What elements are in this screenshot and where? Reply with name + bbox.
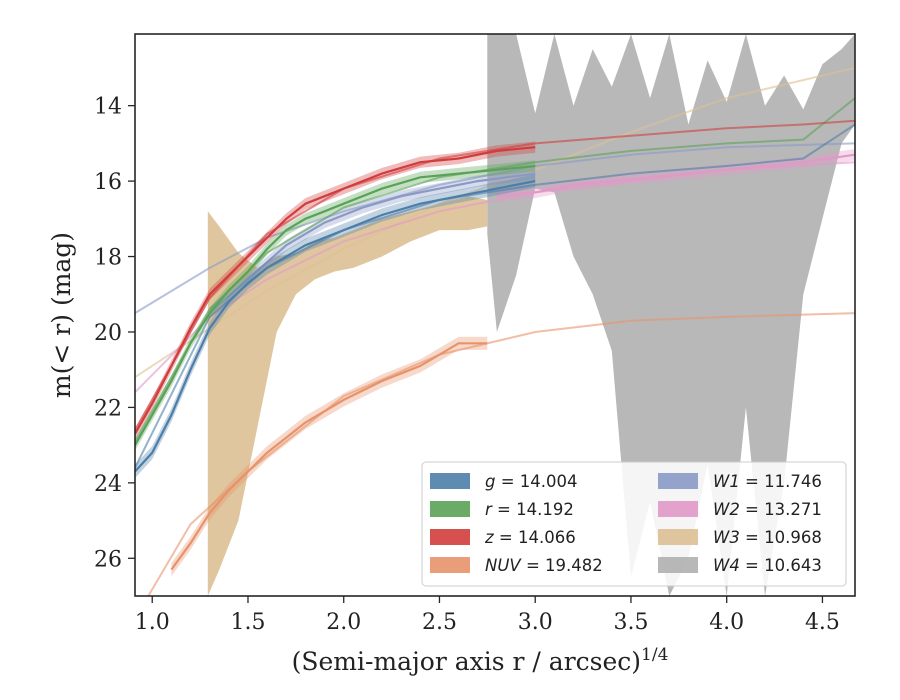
legend-frame (421, 461, 847, 587)
x-axis-label-text: (Semi-major axis r / arcsec) (292, 647, 641, 676)
model-curve-nuv (147, 312, 855, 596)
uncertainty-band-w4 (487, 34, 855, 596)
y-tick-label: 26 (94, 547, 122, 572)
series-nuv (147, 312, 855, 596)
y-tick-label: 16 (94, 170, 122, 195)
y-tick-label: 20 (94, 321, 122, 346)
plot-frame (134, 33, 856, 597)
legend-label-w3: W3 = 10.968 (713, 528, 822, 547)
series-w3 (135, 66, 855, 596)
uncertainty-band-w3 (207, 196, 488, 596)
legend-swatch-r (430, 501, 470, 517)
x-axis-label-exponent: 1/4 (641, 645, 668, 665)
model-curve-r (135, 97, 855, 442)
legend-swatch-w4 (658, 557, 698, 573)
legend-label-z: z = 14.066 (484, 528, 576, 547)
legend-swatch-nuv (430, 557, 470, 573)
series-layer (135, 34, 855, 596)
model-curve-w2 (135, 161, 855, 394)
legend-label-w2: W2 = 13.271 (713, 500, 822, 519)
profile-line-nuv (170, 342, 488, 571)
legend-label-w4: W4 = 10.643 (713, 556, 822, 575)
legend-swatch-z (430, 529, 470, 545)
series-r (135, 97, 855, 451)
x-tick-label: 2.5 (422, 610, 457, 635)
x-axis-label: (Semi-major axis r / arcsec)1/4 (292, 645, 669, 676)
x-tick-label: 3.0 (518, 610, 553, 635)
x-tick-label: 3.5 (613, 610, 648, 635)
x-tick-label: 1.0 (135, 610, 170, 635)
y-tick-label: 22 (94, 396, 122, 421)
legend-swatch-w2 (658, 501, 698, 517)
legend-swatch-g (430, 473, 470, 489)
y-tick-label: 18 (94, 246, 122, 271)
x-tick-label: 2.0 (326, 610, 361, 635)
model-curve-w1 (135, 142, 855, 314)
legend-label-w1: W1 = 11.746 (713, 472, 822, 491)
y-tick-label: 24 (94, 472, 122, 497)
model-curve-w3 (135, 66, 855, 379)
legend: g = 14.004 r = 14.192 z = 14.066 NUV = 19.4… (421, 461, 847, 587)
profile-line-w2 (496, 153, 855, 198)
legend-label-nuv: NUV = 19.482 (485, 556, 603, 575)
legend-swatch-w1 (658, 473, 698, 489)
uncertainty-band-w1 (209, 167, 536, 319)
series-w1 (135, 142, 855, 319)
y-tick-label: 14 (94, 95, 122, 120)
profile-line-w1 (208, 172, 536, 314)
model-curve-g (135, 123, 855, 469)
y-axis-label: m(< r) (mag) (47, 232, 76, 398)
model-curve-z (135, 119, 855, 431)
axes-layer: 1.0 1.5 2.0 2.5 3.0 3.5 4.0 4.5 14 16 18 20 22 24 26 (94, 33, 856, 635)
x-tick-label: 4.5 (805, 610, 840, 635)
x-tick-label: 1.5 (230, 610, 265, 635)
legend-label-g: g = 14.004 (485, 472, 578, 491)
series-g (135, 123, 855, 479)
series-w4 (487, 34, 855, 596)
legend-label-r: r = 14.192 (485, 500, 574, 519)
x-tick-label: 4.0 (709, 610, 744, 635)
series-z (135, 119, 855, 440)
legend-swatch-w3 (658, 529, 698, 545)
